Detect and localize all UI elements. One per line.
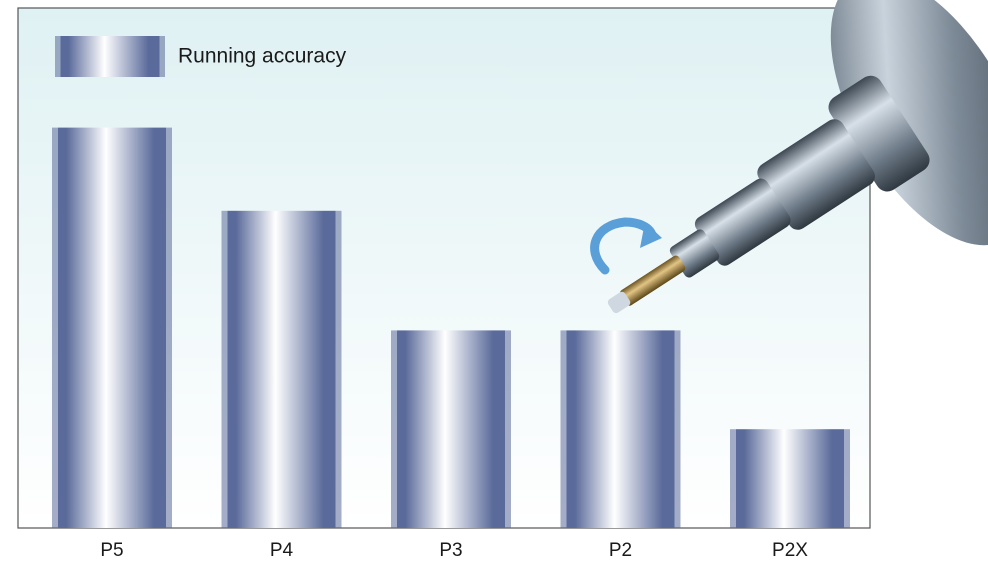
- x-tick-label: P3: [439, 540, 462, 561]
- x-tick-label: P5: [100, 540, 123, 561]
- x-tick-label: P4: [270, 540, 294, 561]
- spindle-illustration: [590, 0, 988, 314]
- legend-swatch: [55, 36, 165, 77]
- bar: [730, 429, 850, 528]
- bar: [52, 127, 172, 528]
- bars: [52, 127, 850, 529]
- legend-label: Running accuracy: [178, 45, 347, 68]
- legend: Running accuracy: [55, 36, 347, 77]
- bar: [391, 330, 511, 528]
- bar: [560, 330, 681, 528]
- x-tick-label: P2: [609, 540, 632, 561]
- x-tick-label: P2X: [772, 540, 808, 561]
- bar: [221, 210, 342, 529]
